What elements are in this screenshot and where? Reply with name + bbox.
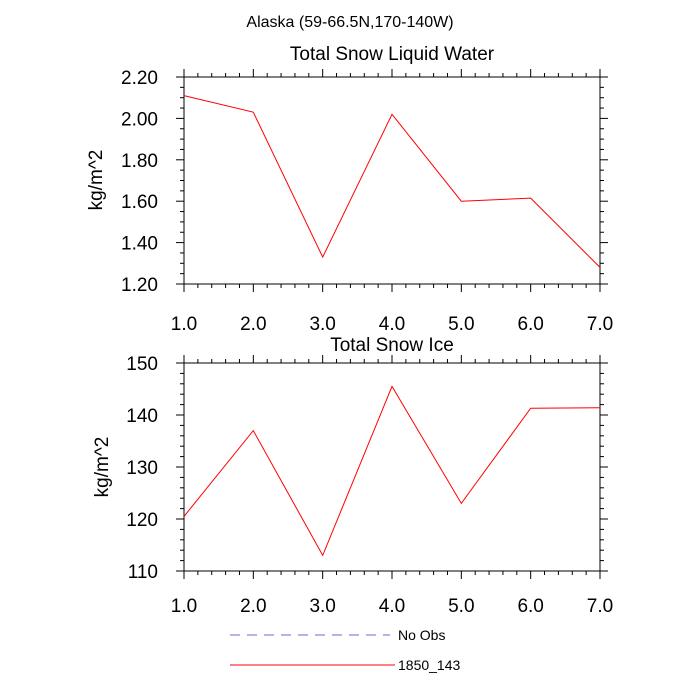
x-tick-label: 5.0 bbox=[448, 596, 474, 617]
x-tick-label: 1.0 bbox=[171, 314, 197, 335]
panel-snow-liquid-water: Total Snow Liquid Water kg/m^2 1.0 2.0 3.0… bbox=[86, 44, 613, 335]
x-tick-label: 2.0 bbox=[240, 314, 266, 335]
x-tick-label: 3.0 bbox=[309, 596, 335, 617]
x-tick-label: 4.0 bbox=[379, 314, 405, 335]
x-tick-label: 3.0 bbox=[309, 314, 335, 335]
plot-area: 1.0 2.0 3.0 4.0 5.0 6.0 7.0 1.20 1.40 1.60 1.80 2.0… bbox=[121, 68, 613, 335]
axes-frame bbox=[183, 362, 601, 572]
panel-title: Total Snow Ice bbox=[330, 335, 454, 356]
figure-suptitle: Alaska (59-66.5N,170-140W) bbox=[246, 14, 453, 31]
x-tick-label: 6.0 bbox=[517, 596, 543, 617]
x-tick-label: 5.0 bbox=[448, 314, 474, 335]
x-tick-label: 2.0 bbox=[240, 596, 266, 617]
plot-area: 1.0 2.0 3.0 4.0 5.0 6.0 7.0 110 120 130 140 150 bbox=[126, 354, 613, 617]
panel-title: Total Snow Liquid Water bbox=[290, 44, 495, 65]
series-line bbox=[183, 385, 601, 557]
axes-frame bbox=[183, 76, 601, 285]
y-tick-label: 110 bbox=[128, 562, 158, 583]
y-axis-label: kg/m^2 bbox=[86, 150, 107, 211]
x-tick-label: 7.0 bbox=[587, 314, 613, 335]
legend-label-no-obs: No Obs bbox=[398, 627, 445, 643]
y-tick-label: 1.20 bbox=[121, 275, 158, 296]
y-tick-label: 2.20 bbox=[121, 68, 158, 89]
y-tick-label: 130 bbox=[126, 458, 158, 479]
panel-snow-ice: Total Snow Ice kg/m^2 1.0 2.0 3.0 4.0 5.0 6.0… bbox=[92, 335, 613, 617]
y-tick-label: 1.40 bbox=[121, 234, 158, 255]
legend-label-1850-143: 1850_143 bbox=[398, 657, 461, 673]
x-tick-label: 4.0 bbox=[379, 596, 405, 617]
x-tick-label: 1.0 bbox=[171, 596, 197, 617]
y-tick-label: 120 bbox=[126, 510, 158, 531]
legend: No Obs 1850_143 bbox=[230, 627, 461, 673]
y-tick-label: 1.60 bbox=[121, 192, 158, 213]
y-axis-label: kg/m^2 bbox=[92, 437, 113, 498]
y-tick-label: 150 bbox=[126, 354, 158, 375]
y-tick-label: 1.80 bbox=[121, 151, 158, 172]
series-line bbox=[183, 95, 601, 268]
y-tick-label: 2.00 bbox=[121, 109, 158, 130]
x-tick-label: 7.0 bbox=[587, 596, 613, 617]
y-tick-label: 140 bbox=[126, 406, 158, 427]
x-tick-label: 6.0 bbox=[517, 314, 543, 335]
